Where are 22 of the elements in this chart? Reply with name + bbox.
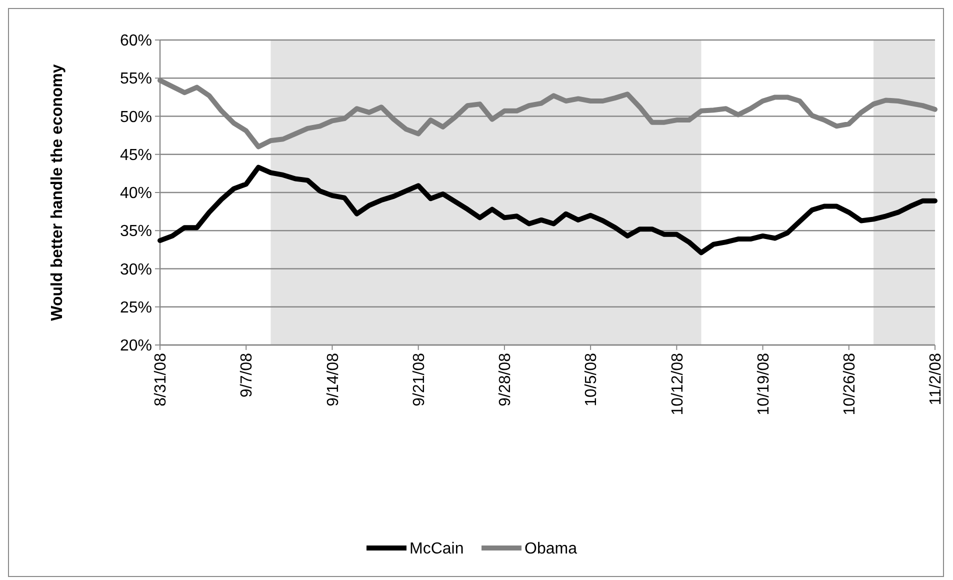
y-tick-label: 50% [120,108,152,126]
x-tick-label: 9/7/08 [238,352,256,398]
y-tick-label: 45% [120,146,152,164]
x-tick-label: 10/5/08 [583,352,600,406]
y-tick-label: 60% [120,32,152,50]
y-tick-label: 25% [120,299,152,316]
y-tick-label: 35% [120,223,152,240]
y-axis-title: Would better handle the economy [49,64,66,321]
x-tick-label: 9/28/08 [497,352,514,406]
x-tick-label: 11/2/08 [928,352,945,406]
x-tick-label: 10/19/08 [755,352,772,416]
x-tick-label: 10/12/08 [669,352,686,416]
y-tick-label: 40% [120,185,152,202]
y-tick-label: 20% [120,338,152,355]
x-tick-label: 9/14/08 [324,352,342,406]
x-tick-label: 10/26/08 [841,352,858,416]
y-tick-label: 30% [120,261,152,278]
x-tick-label: 8/31/08 [152,352,170,406]
x-tick-label: 9/21/08 [410,352,428,406]
legend-label: Obama [524,540,578,558]
legend-label: McCain [410,540,464,558]
y-tick-label: 55% [120,70,152,88]
